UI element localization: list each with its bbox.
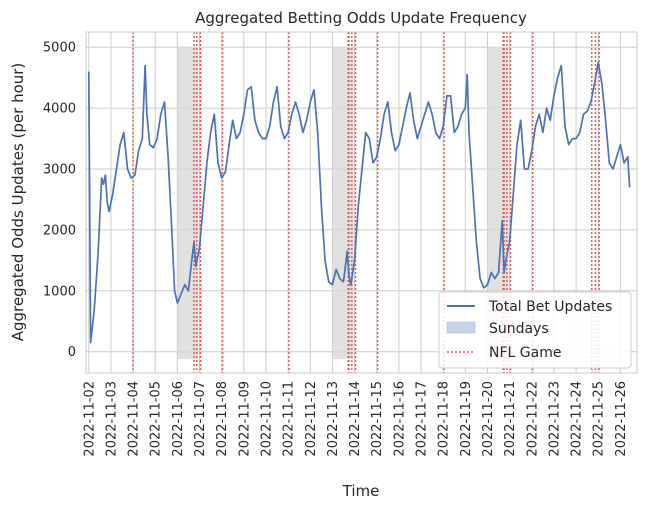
x-tick-label: 2022-11-10	[259, 381, 274, 457]
x-tick-label: 2022-11-24	[570, 381, 585, 457]
x-tick-label: 2022-11-14	[348, 381, 363, 457]
x-tick-label: 2022-11-23	[547, 381, 562, 457]
x-tick-label: 2022-11-05	[149, 381, 164, 457]
legend-box	[438, 291, 632, 369]
y-tick-label: 4000	[43, 102, 76, 117]
y-tick-label: 3000	[43, 163, 76, 178]
x-tick-label: 2022-11-19	[459, 381, 474, 457]
x-tick-label: 2022-11-08	[215, 381, 230, 457]
plot-frame	[85, 31, 638, 374]
x-tick-label: 2022-11-25	[592, 381, 607, 457]
x-tick-label: 2022-11-06	[171, 381, 186, 457]
y-tick-label: 0	[68, 345, 76, 360]
x-tick-label: 2022-11-02	[82, 381, 97, 457]
y-axis-label: Aggregated Odds Updates (per hour)	[9, 63, 27, 342]
sunday-band	[332, 47, 354, 359]
y-tick-label: 5000	[43, 41, 76, 56]
x-tick-label: 2022-11-03	[104, 381, 119, 457]
x-tick-label: 2022-11-11	[282, 381, 297, 457]
legend-item-sundays: Sundays	[489, 321, 549, 337]
series-line-total-bet-updates	[87, 61, 631, 344]
x-tick-label: 2022-11-12	[304, 381, 319, 457]
x-tick-label: 2022-11-04	[127, 381, 142, 457]
x-tick-label: 2022-11-07	[193, 381, 208, 457]
x-tick-label: 2022-11-18	[437, 381, 452, 457]
legend-item-nfl-game: NFL Game	[489, 345, 561, 361]
x-tick-label: 2022-11-13	[326, 381, 341, 457]
chart-title: Aggregated Betting Odds Update Frequency	[195, 9, 527, 27]
x-tick-label: 2022-11-21	[503, 381, 518, 457]
x-tick-label: 2022-11-15	[370, 381, 385, 457]
x-tick-label: 2022-11-20	[481, 381, 496, 457]
series-layer	[87, 61, 631, 344]
y-tick-label: 1000	[43, 284, 76, 299]
x-tick-label: 2022-11-17	[415, 381, 430, 457]
sunday-band	[177, 47, 199, 359]
x-tick-label: 2022-11-09	[237, 381, 252, 457]
legend-item-total-bet-updates: Total Bet Updates	[488, 299, 612, 315]
tick-labels: 2022-11-02 2022-11-03 2022-11-04 2022-11-05…	[43, 41, 629, 457]
legend: Total Bet Updates Sundays NFL Game	[438, 291, 632, 369]
x-tick-label: 2022-11-22	[525, 381, 540, 457]
x-tick-label: 2022-11-26	[614, 381, 629, 457]
y-tick-label: 2000	[43, 223, 76, 238]
legend-sundays-swatch	[446, 321, 476, 334]
x-tick-label: 2022-11-16	[392, 381, 407, 457]
x-axis-label: Time	[342, 482, 380, 500]
